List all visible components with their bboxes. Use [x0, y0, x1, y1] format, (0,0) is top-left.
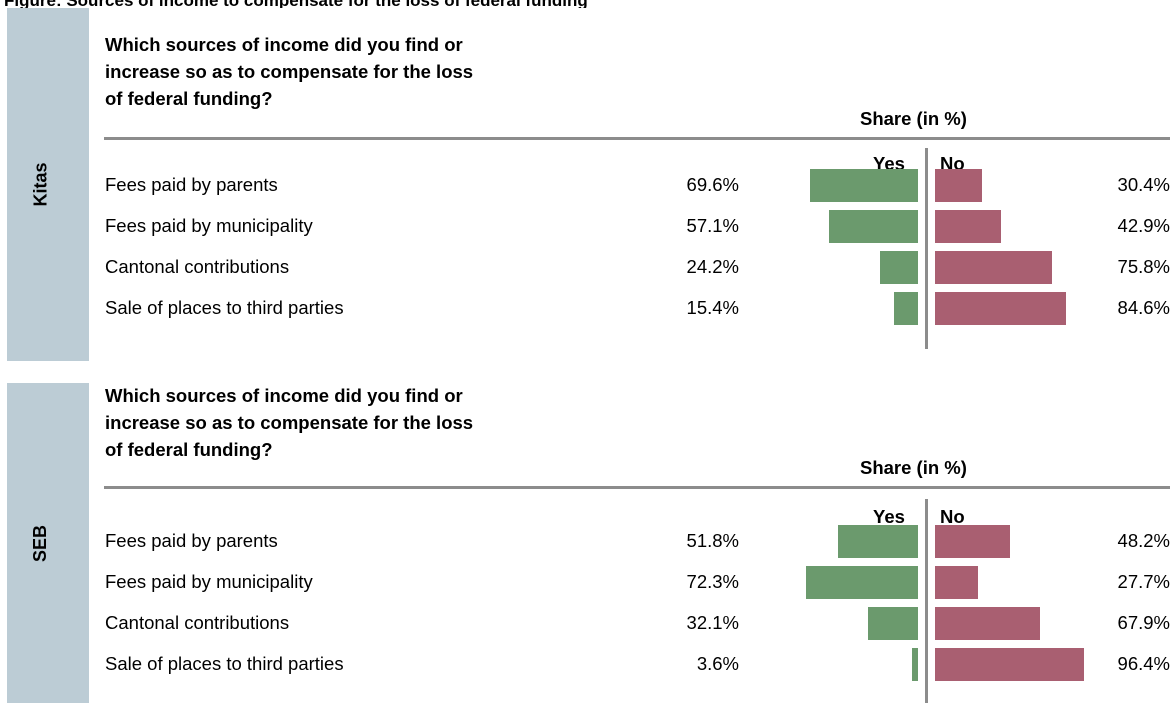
category-label: Fees paid by parents	[105, 530, 278, 551]
chart-axis	[925, 499, 928, 703]
category-label: Cantonal contributions	[105, 256, 290, 277]
category-label: Fees paid by parents	[105, 174, 278, 195]
yes-data-label: 24.2%	[686, 256, 739, 277]
yes-data-label: 32.1%	[686, 612, 739, 633]
category-label: Fees paid by municipality	[105, 215, 313, 236]
share-title: Share (in %)	[860, 457, 967, 478]
category-label: Cantonal contributions	[105, 612, 290, 633]
no-data-label: 48.2%	[1117, 530, 1170, 551]
no-data-label: 42.9%	[1117, 215, 1170, 236]
bar-no	[935, 250, 1053, 284]
group-label-seb: SEB	[30, 524, 51, 562]
bar-yes	[894, 291, 918, 325]
yes-data-label: 15.4%	[686, 297, 739, 318]
bar-yes	[810, 168, 918, 202]
header-rule	[104, 486, 1170, 489]
no-data-label: 67.9%	[1117, 612, 1170, 633]
question-line: of federal funding?	[105, 439, 273, 460]
bar-yes	[912, 647, 918, 681]
bar-no	[935, 565, 978, 599]
bar-no	[935, 647, 1085, 681]
bar-yes	[868, 606, 918, 640]
chart-axis	[925, 148, 928, 349]
bar-no	[935, 606, 1041, 640]
question-line: increase so as to compensate for the los…	[105, 412, 474, 433]
bar-yes	[829, 209, 918, 243]
category-label: Sale of places to third parties	[105, 653, 344, 674]
yes-data-label: 51.8%	[686, 530, 739, 551]
bar-yes	[880, 250, 918, 284]
no-data-label: 30.4%	[1117, 174, 1170, 195]
question-text: Which sources of income did you find or …	[105, 31, 473, 112]
yes-data-label: 3.6%	[696, 653, 739, 674]
group-sidebar	[7, 383, 89, 703]
no-data-label: 27.7%	[1117, 571, 1170, 592]
header-rule	[104, 137, 1170, 140]
group-label-kitas: Kitas	[30, 161, 51, 207]
group-sidebar	[7, 8, 89, 361]
question-line: Which sources of income did you find or	[105, 385, 463, 406]
question-line: Which sources of income did you find or	[105, 34, 463, 55]
no-data-label: 96.4%	[1117, 653, 1170, 674]
bar-yes	[805, 565, 918, 599]
bar-yes	[837, 524, 918, 558]
no-header: No	[940, 506, 965, 527]
yes-header: Yes	[873, 506, 905, 527]
bar-no	[935, 524, 1010, 558]
no-data-label: 84.6%	[1117, 297, 1170, 318]
question-line: increase so as to compensate for the los…	[105, 61, 474, 82]
yes-data-label: 69.6%	[686, 174, 739, 195]
bar-no	[935, 209, 1002, 243]
share-title: Share (in %)	[860, 108, 967, 129]
bar-no	[935, 168, 983, 202]
category-label: Fees paid by municipality	[105, 571, 313, 592]
no-data-label: 75.8%	[1117, 256, 1170, 277]
question-line: of federal funding?	[105, 88, 273, 109]
figure-caption: Figure: Sources of income to compensate …	[4, 0, 1164, 8]
yes-data-label: 72.3%	[686, 571, 739, 592]
question-text: Which sources of income did you find or …	[105, 382, 473, 463]
bar-no	[935, 291, 1067, 325]
category-label: Sale of places to third parties	[105, 297, 344, 318]
yes-data-label: 57.1%	[686, 215, 739, 236]
